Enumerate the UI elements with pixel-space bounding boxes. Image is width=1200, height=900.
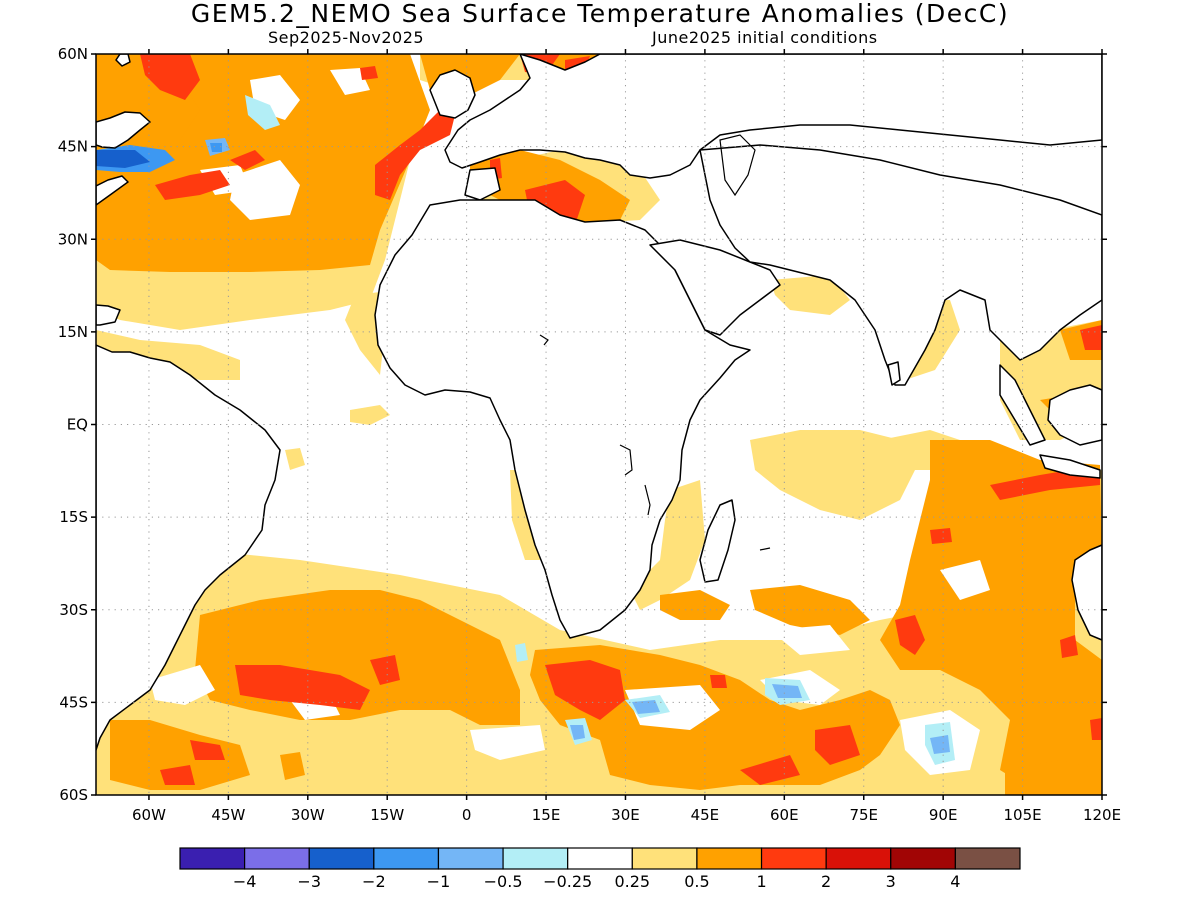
- latitude-label: 60N: [58, 45, 88, 63]
- colorbar-label: −2: [362, 872, 386, 891]
- colorbar-swatch: [890, 847, 956, 870]
- season-subtitle: Sep2025-Nov2025: [268, 28, 425, 47]
- colorbar: [179, 847, 1021, 870]
- longitude-label: 120E: [1083, 806, 1121, 824]
- colorbar-swatch: [179, 847, 246, 870]
- landmass-madagascar: [699, 499, 736, 583]
- latitude-label: 30N: [58, 230, 88, 248]
- latitude-label: 45S: [59, 693, 88, 711]
- colorbar-swatch: [437, 847, 504, 870]
- colorbar-label: 2: [821, 872, 831, 891]
- initial-conditions-subtitle: June2025 initial conditions: [652, 28, 878, 47]
- landmass-eurasia: [444, 54, 1102, 179]
- colorbar-swatch: [373, 847, 440, 870]
- landmass-north-america-east: [96, 111, 151, 149]
- landmass-malay-peninsula: [999, 364, 1046, 446]
- colorbar-labels: −4 −3 −2 −1 −0.5 −0.25 0.25 0.5 1 2 3 4: [233, 872, 961, 891]
- graticule: [96, 54, 1102, 795]
- coastlines: [96, 54, 1102, 751]
- colorbar-swatch: [308, 847, 375, 870]
- longitude-label: 60E: [770, 806, 799, 824]
- landmass-greenland: [115, 54, 131, 67]
- colorbar-label: 3: [886, 872, 896, 891]
- colorbar-label: 0.5: [684, 872, 709, 891]
- colorbar-label: 4: [950, 872, 960, 891]
- longitude-label: 75E: [849, 806, 878, 824]
- landmass-arabia: [649, 239, 781, 336]
- longitude-label: 15E: [532, 806, 561, 824]
- landmass-british-isles: [429, 69, 476, 119]
- colorbar-swatch: [696, 847, 763, 870]
- latitude-labels: 60N 45N 30N 15N EQ 15S 30S 45S 60S: [58, 45, 88, 804]
- colorbar-label: −0.25: [543, 872, 592, 891]
- colorbar-swatch: [825, 847, 892, 870]
- colorbar-swatch: [631, 847, 698, 870]
- landmass-australia: [1071, 544, 1102, 641]
- longitude-label: 105E: [1004, 806, 1042, 824]
- longitude-label: 30E: [611, 806, 640, 824]
- anomaly-fill-negative: [96, 95, 955, 765]
- inland-water-outlines: [539, 134, 771, 551]
- latitude-label: EQ: [67, 416, 88, 434]
- longitude-label: 30W: [291, 806, 325, 824]
- longitude-label: 0: [462, 806, 472, 824]
- landmass-africa: [374, 199, 751, 639]
- landmass-java: [1039, 454, 1101, 479]
- landmass-newfoundland-coast: [96, 175, 129, 206]
- landmass-asia: [699, 144, 1102, 386]
- landmass-caribbean: [96, 304, 121, 326]
- colorbar-swatch: [567, 847, 633, 870]
- latitude-label: 60S: [59, 786, 88, 804]
- landmass-sri-lanka: [887, 361, 901, 386]
- colorbar-swatch: [760, 847, 827, 870]
- latitude-label: 45N: [58, 138, 88, 156]
- axis-ticks: [91, 49, 1107, 800]
- longitude-label: 45E: [691, 806, 720, 824]
- colorbar-label: −1: [427, 872, 451, 891]
- longitude-labels: 60W 45W 30W 15W 0 15E 30E 45E 60E 75E 90E 105E 120E: [132, 806, 1121, 824]
- landmass-iberia: [464, 167, 501, 201]
- colorbar-swatch: [502, 847, 569, 870]
- latitude-label: 15S: [59, 508, 88, 526]
- longitude-label: 15W: [370, 806, 404, 824]
- longitude-label: 90E: [929, 806, 958, 824]
- colorbar-swatch: [244, 847, 310, 870]
- chart-title: GEM5.2_NEMO Sea Surface Temperature Anom…: [190, 0, 1010, 28]
- colorbar-label: 0.25: [614, 872, 650, 891]
- latitude-label: 30S: [59, 601, 88, 619]
- latitude-label: 15N: [58, 323, 88, 341]
- colorbar-label: −0.5: [484, 872, 523, 891]
- colorbar-label: −3: [297, 872, 321, 891]
- longitude-label: 60W: [132, 806, 166, 824]
- colorbar-label: −4: [233, 872, 257, 891]
- longitude-label: 45W: [211, 806, 245, 824]
- colorbar-label: 1: [756, 872, 766, 891]
- colorbar-swatch: [954, 847, 1021, 870]
